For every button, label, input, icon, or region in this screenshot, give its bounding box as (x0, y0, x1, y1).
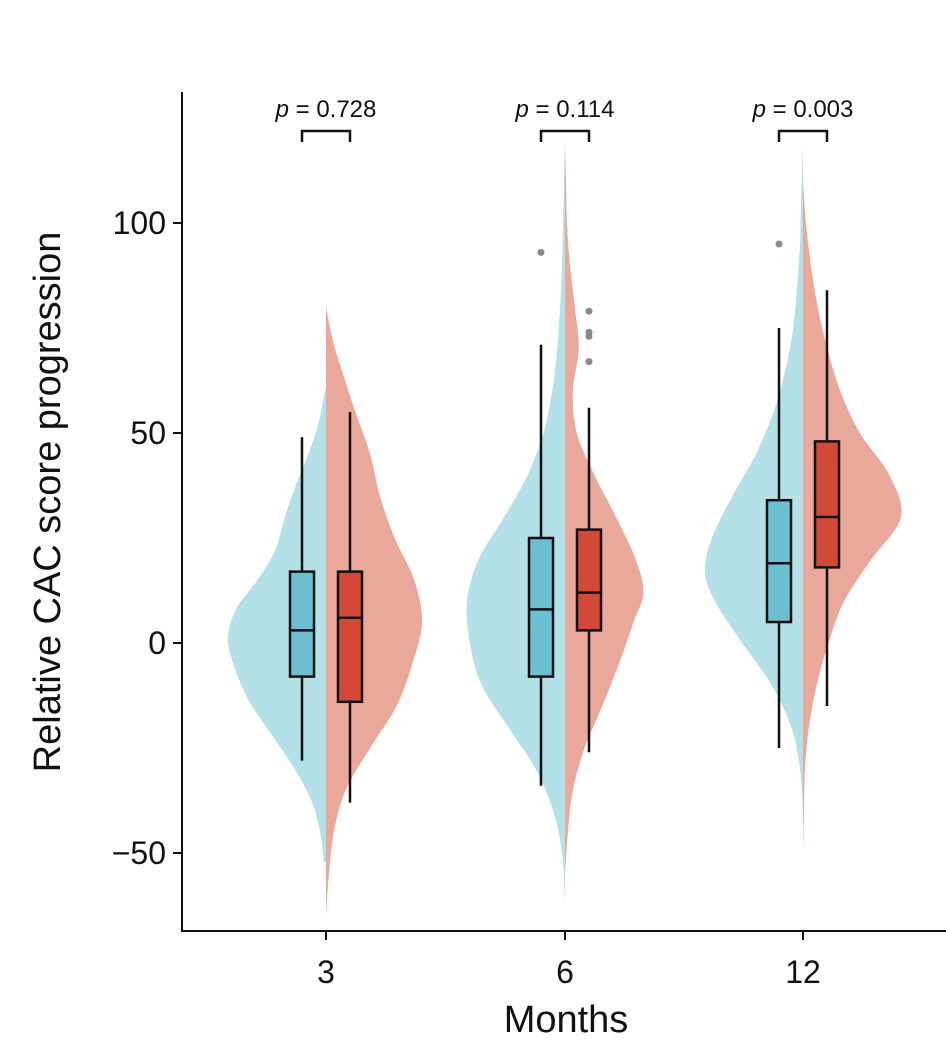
group-6-p-value-label: p = 0.114 (515, 96, 615, 123)
group-3-left-box (288, 570, 316, 678)
x-tick-label: 12 (785, 954, 821, 990)
group-6-left-outlier-point (537, 248, 545, 256)
group-6-left-violin (466, 135, 566, 908)
group-6-right-outlier-point (585, 307, 593, 315)
y-tick-label: −50 (112, 835, 166, 871)
group-12-left-outlier-point (775, 240, 783, 248)
group-6-right-outlier-point (585, 358, 593, 366)
axes: 100 50 0 −50 3 6 12 (112, 205, 821, 990)
group-6-left-box (527, 536, 555, 678)
group-6-right-outlier-point (585, 328, 593, 336)
p-symbol: p (752, 96, 766, 123)
group-6-significance-bracket (539, 129, 591, 142)
x-axis-title: Months (504, 999, 629, 1041)
group-3-right-box (336, 570, 364, 704)
x-tick-label: 6 (556, 954, 574, 990)
group-12-right-box (813, 440, 841, 569)
group-3-significance-bracket (300, 129, 352, 142)
plot-area: p = 0.728 p = 0.114 p = 0.003 (227, 96, 902, 920)
x-tick-label: 3 (317, 954, 335, 990)
group-12-p-value-label: p = 0.003 (752, 96, 854, 123)
y-tick-label: 0 (148, 625, 166, 661)
group-6-right-box (575, 528, 603, 632)
y-tick-label: 50 (130, 415, 166, 451)
group-12-right-violin (802, 177, 902, 857)
group-3-p-value-label: p = 0.728 (275, 96, 377, 123)
p-symbol: p (275, 96, 289, 123)
group-12-left-violin (704, 143, 804, 815)
p-symbol: p (515, 96, 529, 123)
p-value-text: = 0.728 (289, 96, 376, 123)
group-12-left-box (765, 498, 793, 624)
group-12-significance-bracket (777, 129, 829, 142)
p-value-text: = 0.003 (766, 96, 853, 123)
group-6-right-violin (564, 135, 644, 878)
y-tick-label: 100 (113, 205, 166, 241)
p-value-text: = 0.114 (529, 96, 615, 123)
y-axis-title: Relative CAC score progression (27, 232, 69, 773)
